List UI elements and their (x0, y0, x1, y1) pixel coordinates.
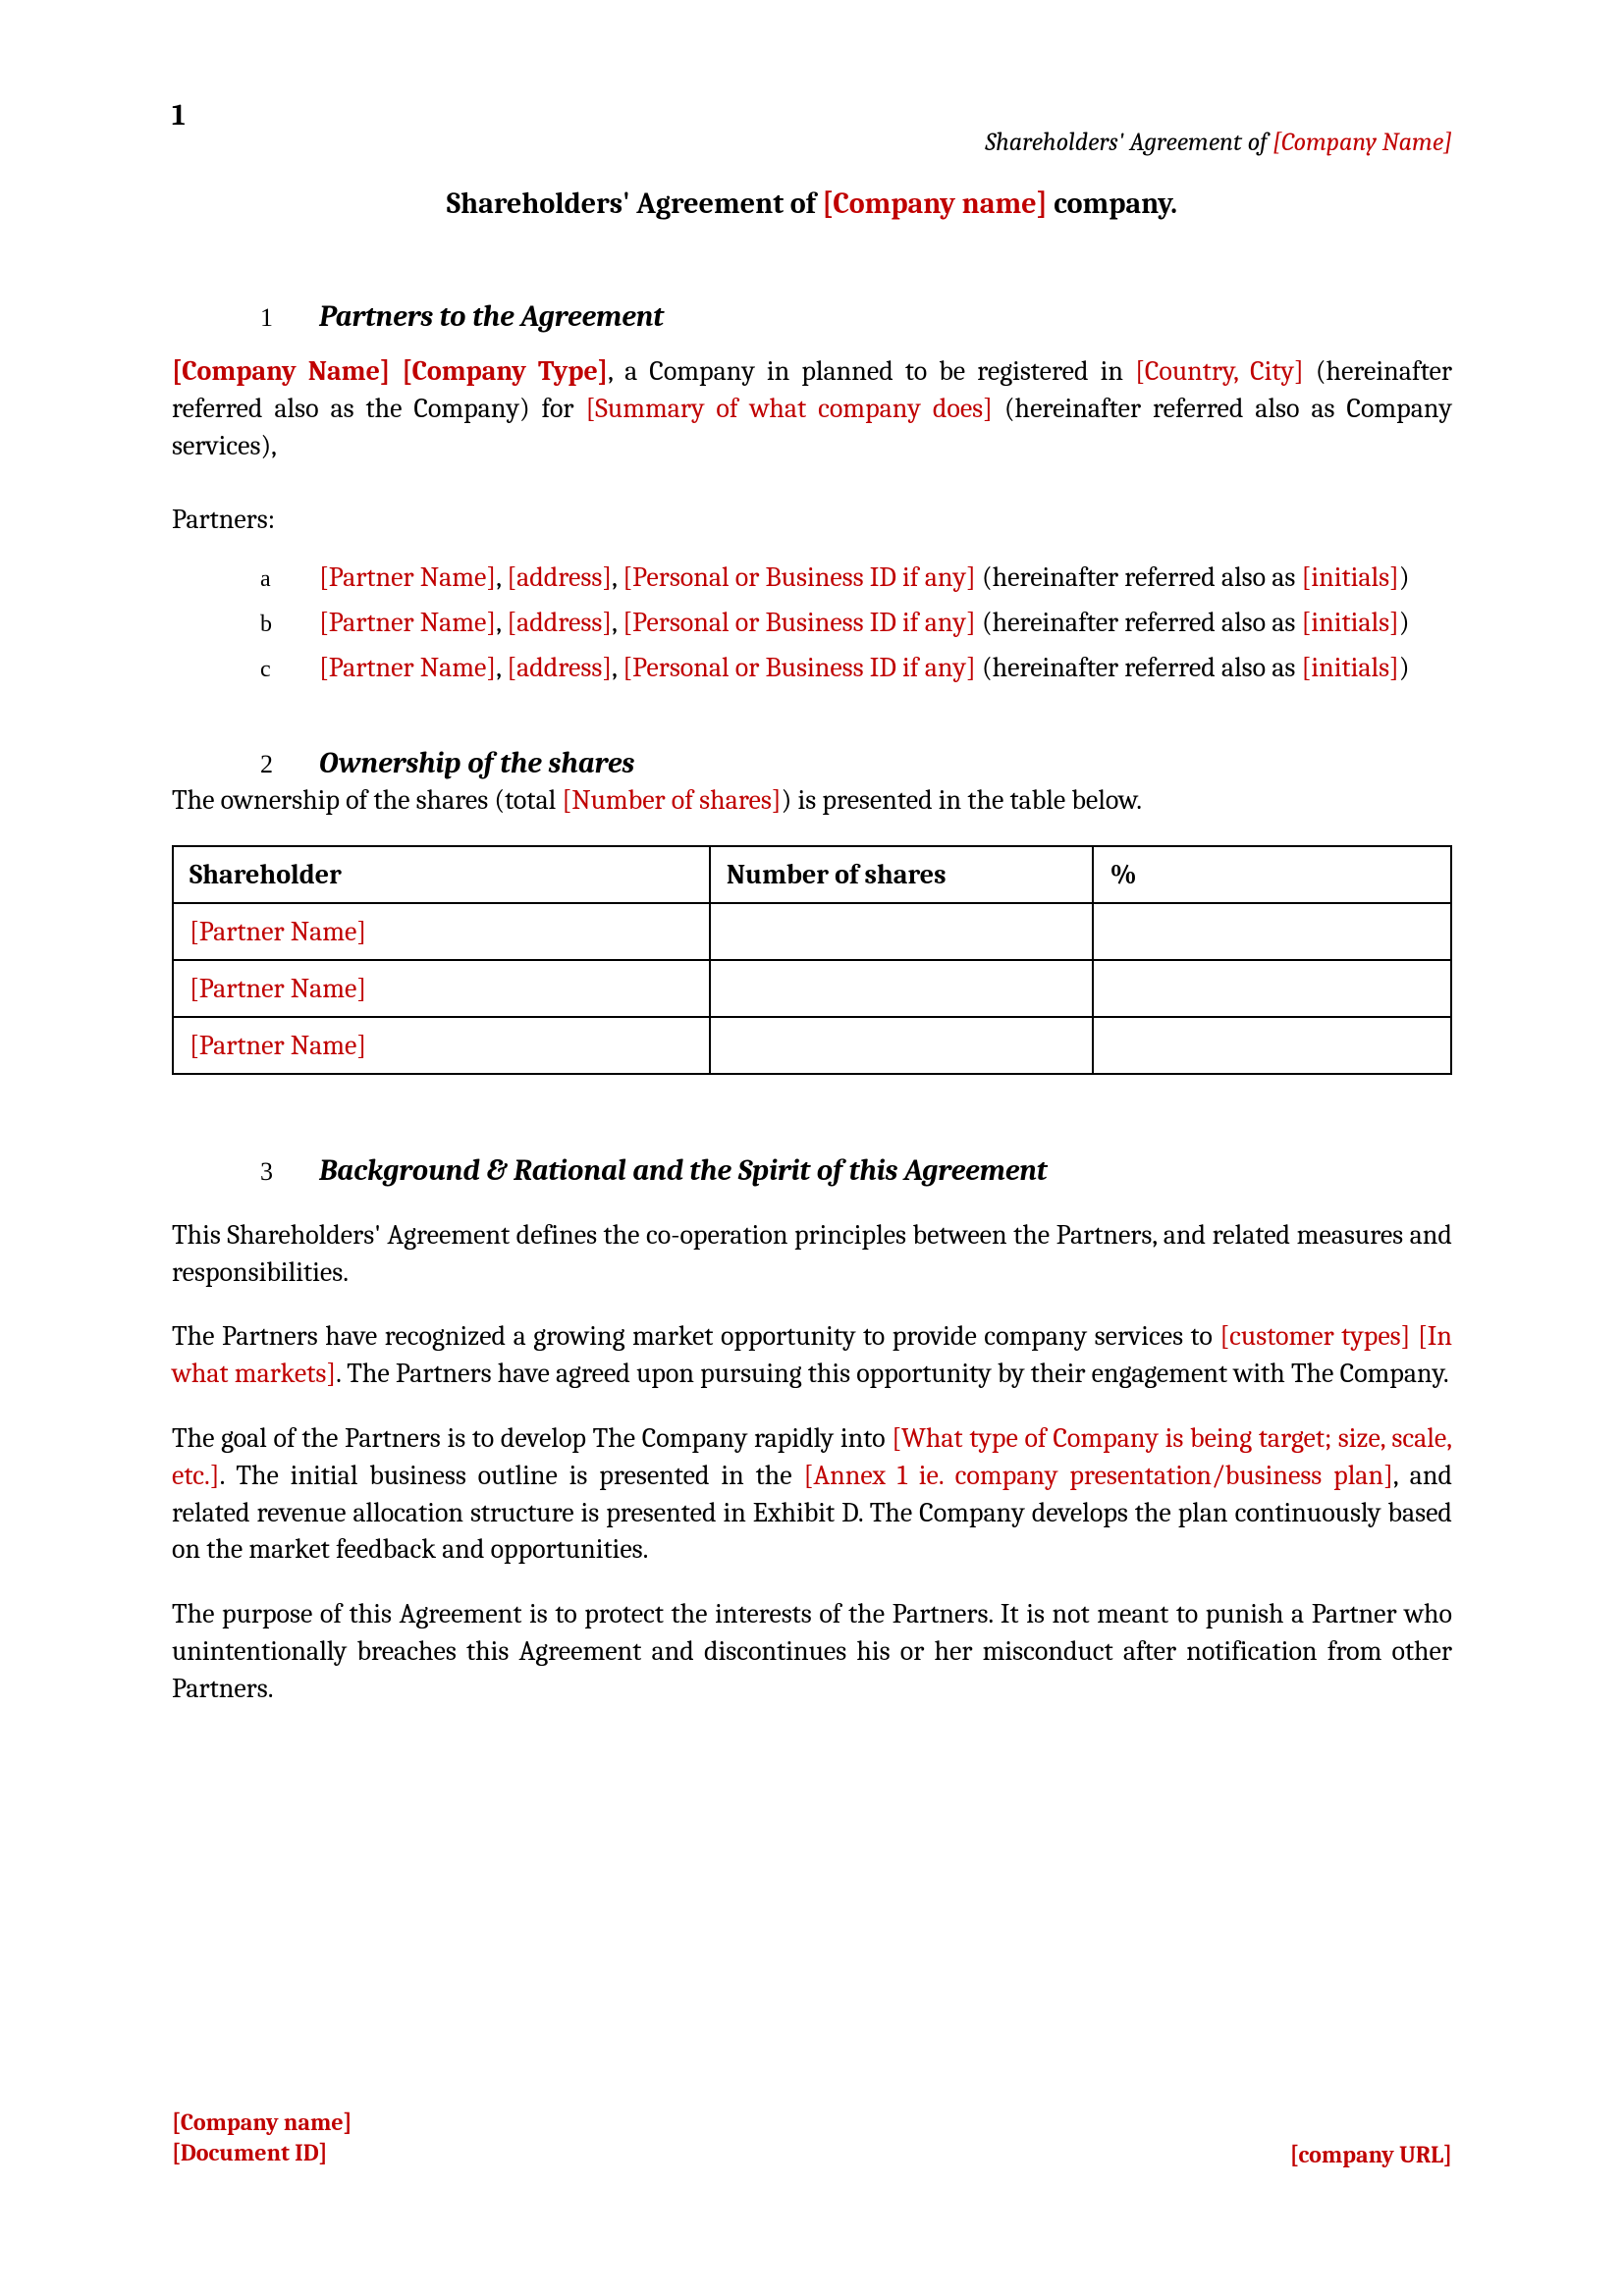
s2-t1: The ownership of the shares (total (172, 784, 562, 816)
section1-title: Partners to the Agreement (319, 299, 664, 334)
cell-pct (1093, 960, 1451, 1017)
p-t: (hereinafter referred also as (976, 652, 1302, 683)
page-number: 1 (172, 98, 186, 133)
title-placeholder: [Company name] (822, 187, 1047, 221)
p-sep: , (612, 652, 623, 683)
partner-row: c [Partner Name], [address], [Personal o… (260, 650, 1452, 687)
partner-letter: c (260, 650, 319, 687)
header-prefix: Shareholders' Agreement of (985, 128, 1272, 157)
p-ph: [Partner Name] (319, 561, 496, 593)
partner-content: [Partner Name], [address], [Personal or … (319, 560, 1452, 597)
section3-heading: 3 Background & Rational and the Spirit o… (260, 1153, 1452, 1188)
table-header-row: Shareholder Number of shares % (173, 846, 1451, 903)
s3p2-sep (1410, 1320, 1418, 1352)
s3p3-t1: The goal of the Partners is to develop T… (172, 1422, 892, 1454)
s3p3-ph2: [Annex 1 ie. company presentation/busine… (804, 1460, 1393, 1491)
p-ph: [Partner Name] (319, 607, 496, 638)
s2-t2: ) is presented in the table below. (782, 784, 1142, 816)
p-ph: [initials] (1302, 652, 1399, 683)
p-sep: , (612, 607, 623, 638)
p-sep: , (496, 561, 507, 593)
th-shareholder: Shareholder (173, 846, 710, 903)
footer-doc-id: [Document ID] (172, 2138, 352, 2168)
cell-num (710, 960, 1094, 1017)
section3-title: Background & Rational and the Spirit of … (319, 1153, 1047, 1188)
section3-p3: The goal of the Partners is to develop T… (172, 1420, 1452, 1569)
p-sep: , (612, 561, 623, 593)
cell-num (710, 903, 1094, 960)
section2-heading: 2 Ownership of the shares (260, 746, 1452, 780)
title-suffix: company. (1048, 187, 1177, 221)
section3-num: 3 (260, 1157, 319, 1187)
section1-heading: 1 Partners to the Agreement (260, 299, 1452, 334)
p-t: (hereinafter referred also as (976, 561, 1302, 593)
partner-row: a [Partner Name], [address], [Personal o… (260, 560, 1452, 597)
partner-content: [Partner Name], [address], [Personal or … (319, 605, 1452, 642)
page-title: Shareholders' Agreement of [Company name… (172, 187, 1452, 221)
section3-p4: The purpose of this Agreement is to prot… (172, 1596, 1452, 1707)
s2-ph1: [Number of shares] (562, 784, 781, 816)
th-num-shares: Number of shares (710, 846, 1094, 903)
p-t: ) (1399, 652, 1410, 683)
section1-num: 1 (260, 303, 319, 333)
p-ph: [address] (507, 561, 612, 593)
footer-left: [Company name] [Document ID] (172, 2108, 352, 2168)
cell-num (710, 1017, 1094, 1074)
p-ph: [address] (507, 607, 612, 638)
p-ph: [Personal or Business ID if any] (623, 652, 976, 683)
p-ph: [Personal or Business ID if any] (623, 607, 976, 638)
cell-shareholder: [Partner Name] (173, 960, 710, 1017)
section2-num: 2 (260, 750, 319, 779)
section2-title: Ownership of the shares (319, 746, 634, 780)
table-row: [Partner Name] (173, 1017, 1451, 1074)
shares-table: Shareholder Number of shares % [Partner … (172, 845, 1452, 1075)
table-row: [Partner Name] (173, 960, 1451, 1017)
s3p3-t2: . The initial business outline is presen… (220, 1460, 804, 1491)
cell-pct (1093, 1017, 1451, 1074)
s1-ph1: [Company Name] [Company Type] (172, 355, 608, 387)
table-row: [Partner Name] (173, 903, 1451, 960)
s1-t1: , a Company in planned to be registered … (608, 355, 1135, 387)
s1-ph2: [Country, City] (1135, 355, 1304, 387)
footer-url: [company URL] (1290, 2141, 1452, 2168)
section3-p2: The Partners have recognized a growing m… (172, 1318, 1452, 1393)
th-percent: % (1093, 846, 1451, 903)
cell-shareholder: [Partner Name] (173, 1017, 710, 1074)
header-company-placeholder: [Company Name] (1272, 128, 1452, 157)
p-ph: [address] (507, 652, 612, 683)
partners-label: Partners: (172, 504, 1452, 535)
p-t: ) (1399, 561, 1410, 593)
partner-letter: b (260, 605, 319, 642)
p-sep: , (496, 652, 507, 683)
section1-intro: [Company Name] [Company Type], a Company… (172, 353, 1452, 464)
section2-intro: The ownership of the shares (total [Numb… (172, 784, 1452, 816)
p-t: (hereinafter referred also as (976, 607, 1302, 638)
partner-letter: a (260, 560, 319, 597)
partner-content: [Partner Name], [address], [Personal or … (319, 650, 1452, 687)
partner-list: a [Partner Name], [address], [Personal o… (260, 560, 1452, 686)
footer-company: [Company name] (172, 2108, 352, 2138)
p-sep: , (496, 607, 507, 638)
title-prefix: Shareholders' Agreement of (447, 187, 822, 221)
s3p2-t2: . The Partners have agreed upon pursuing… (336, 1358, 1448, 1389)
section3-p1: This Shareholders' Agreement defines the… (172, 1217, 1452, 1292)
cell-shareholder: [Partner Name] (173, 903, 710, 960)
p-ph: [initials] (1302, 607, 1399, 638)
s1-ph3: [Summary of what company does] (585, 393, 993, 424)
p-ph: [initials] (1302, 561, 1399, 593)
p-ph: [Personal or Business ID if any] (623, 561, 976, 593)
p-t: ) (1399, 607, 1410, 638)
cell-pct (1093, 903, 1451, 960)
p-ph: [Partner Name] (319, 652, 496, 683)
s3p2-t1: The Partners have recognized a growing m… (172, 1320, 1219, 1352)
header-right: Shareholders' Agreement of [Company Name… (985, 128, 1452, 157)
partner-row: b [Partner Name], [address], [Personal o… (260, 605, 1452, 642)
s3p2-ph1: [customer types] (1219, 1320, 1410, 1352)
